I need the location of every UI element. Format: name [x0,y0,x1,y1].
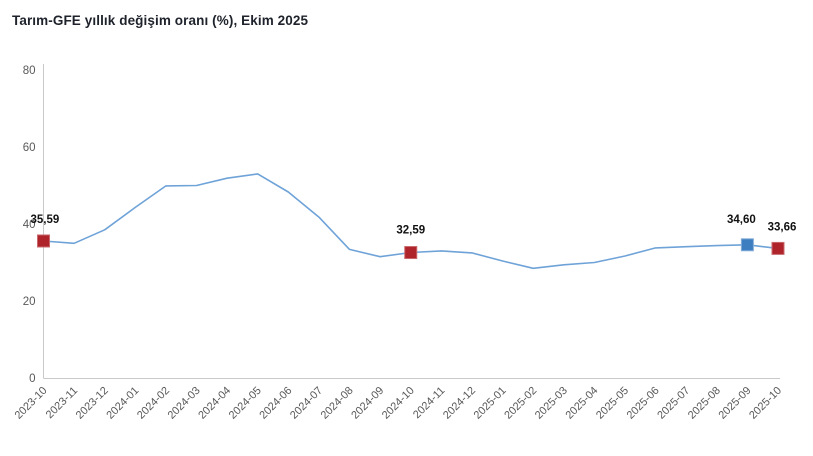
x-tick-label: 2023-10 [13,385,50,422]
x-tick-label: 2023-11 [44,385,80,421]
x-tick-label: 2024-06 [257,385,294,422]
data-point-label: 35,59 [31,214,60,226]
x-tick-label: 2024-01 [104,385,141,422]
x-tick-label: 2024-08 [319,385,356,422]
data-point-label: 34,60 [727,214,756,226]
x-tick-label: 2025-09 [716,385,753,422]
x-tick-label: 2024-05 [227,385,264,422]
x-tick-label: 2023-12 [74,385,111,422]
x-tick-label: 2024-03 [166,385,203,422]
x-tick-label: 2024-12 [441,385,478,422]
x-tick-label: 2025-01 [472,385,509,422]
x-tick-label: 2024-11 [411,385,447,421]
x-tick-label: 2025-04 [563,385,600,422]
x-tick-label: 2025-07 [655,385,692,422]
x-tick-label: 2025-08 [686,385,723,422]
y-tick-label: 20 [23,296,36,308]
data-point-marker-blue [740,238,754,252]
data-point-marker-red [771,241,785,255]
x-tick-label: 2025-10 [747,385,784,422]
x-tick-label: 2024-04 [196,385,233,422]
data-point-label: 33,66 [768,221,797,233]
x-tick-label: 2024-02 [135,385,172,422]
x-tick-label: 2025-06 [625,385,662,422]
data-point-marker-red [37,234,50,248]
x-tick-label: 2024-10 [380,385,417,422]
x-tick-label: 2024-07 [288,385,325,422]
y-tick-label: 40 [23,219,36,231]
data-point-marker-red [404,246,418,260]
chart-title: Tarım-GFE yıllık değişim oranı (%), Ekim… [12,13,309,28]
y-tick-label: 0 [29,373,35,385]
x-tick-label: 2025-02 [502,385,539,422]
y-tick-label: 80 [23,65,36,77]
y-tick-label: 60 [23,142,36,154]
data-point-label: 32,59 [396,225,425,237]
x-tick-label: 2025-03 [533,385,570,422]
x-tick-label: 2025-05 [594,385,631,422]
x-tick-label: 2024-09 [349,385,386,422]
